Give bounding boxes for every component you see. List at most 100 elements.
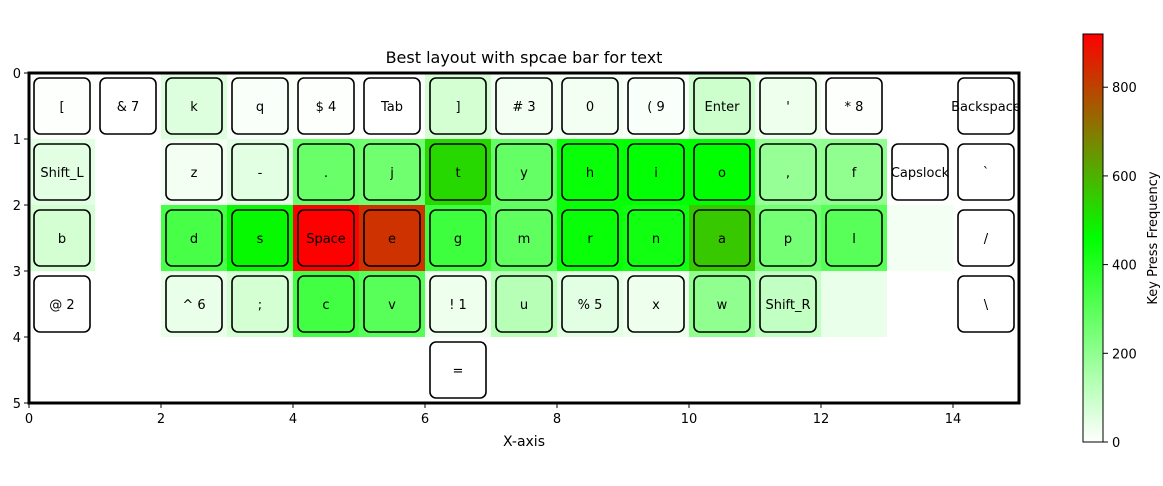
key-22: i bbox=[627, 143, 685, 201]
key-box bbox=[165, 209, 223, 267]
key-42: ^ 6 bbox=[165, 275, 223, 333]
key-36: n bbox=[627, 209, 685, 267]
x-tick-label: 4 bbox=[289, 412, 297, 427]
key-label: a bbox=[718, 232, 726, 247]
colorbar-tick-label: 600 bbox=[1112, 170, 1137, 185]
key-label: n bbox=[652, 232, 660, 247]
key-label: v bbox=[388, 298, 396, 313]
key-label: % 5 bbox=[578, 298, 603, 313]
key-box bbox=[957, 143, 1015, 201]
key-box bbox=[429, 77, 487, 135]
key-label: ( 9 bbox=[647, 100, 664, 115]
key-box bbox=[561, 275, 619, 333]
y-tick-label: 0 bbox=[13, 67, 21, 82]
key-box bbox=[693, 143, 751, 201]
key-box bbox=[759, 77, 817, 135]
key-39: l bbox=[825, 209, 883, 267]
key-box bbox=[825, 77, 883, 135]
key-52: \ bbox=[957, 275, 1015, 333]
key-25: f bbox=[825, 143, 883, 201]
key-box bbox=[693, 77, 751, 135]
key-23: o bbox=[693, 143, 751, 201]
key-box bbox=[429, 209, 487, 267]
key-box bbox=[561, 143, 619, 201]
key-label: r bbox=[587, 232, 593, 247]
key-label: Shift_L bbox=[40, 166, 84, 181]
key-label: k bbox=[190, 100, 198, 115]
key-box bbox=[759, 275, 817, 333]
key-box bbox=[33, 275, 91, 333]
key-box bbox=[231, 275, 289, 333]
key-12: * 8 bbox=[825, 77, 883, 135]
plot-frame bbox=[27, 71, 1021, 405]
key-24: , bbox=[759, 143, 817, 201]
key-box bbox=[363, 77, 421, 135]
key-47: u bbox=[495, 275, 553, 333]
key-2: k bbox=[165, 77, 223, 135]
key-41: @ 2 bbox=[33, 275, 91, 333]
key-box bbox=[33, 209, 91, 267]
key-label: ] bbox=[455, 100, 460, 115]
key-label: Capslock bbox=[891, 166, 950, 181]
key-label: h bbox=[586, 166, 594, 181]
key-label: t bbox=[455, 166, 460, 181]
key-box bbox=[429, 143, 487, 201]
y-tick-label: 3 bbox=[13, 265, 21, 280]
key-box bbox=[231, 209, 289, 267]
key-box bbox=[957, 209, 1015, 267]
key-28: b bbox=[33, 209, 91, 267]
key-label: , bbox=[786, 166, 790, 181]
key-box bbox=[297, 209, 355, 267]
key-box bbox=[957, 77, 1015, 135]
key-13: Backspace bbox=[951, 77, 1021, 135]
heat-cell bbox=[821, 271, 887, 337]
key-51: Shift_R bbox=[759, 275, 817, 333]
key-label: Backspace bbox=[951, 100, 1021, 115]
key-label: b bbox=[58, 232, 66, 247]
x-tick-label: 8 bbox=[553, 412, 561, 427]
key-label: * 8 bbox=[845, 100, 864, 115]
key-label: 0 bbox=[586, 100, 594, 115]
colorbar-ticks: 0 200 400 600 800 bbox=[1103, 81, 1137, 451]
key-30: s bbox=[231, 209, 289, 267]
colorbar-tick-label: 200 bbox=[1112, 347, 1137, 362]
key-label: ` bbox=[983, 166, 990, 181]
key-26: Capslock bbox=[891, 143, 950, 201]
colorbar-tick-label: 400 bbox=[1112, 259, 1137, 274]
key-label: o bbox=[718, 166, 726, 181]
key-label: i bbox=[654, 166, 658, 181]
key-box bbox=[33, 143, 91, 201]
key-33: g bbox=[429, 209, 487, 267]
x-tick-label: 2 bbox=[157, 412, 165, 427]
key-14: Shift_L bbox=[33, 143, 91, 201]
key-label: ^ 6 bbox=[182, 298, 205, 313]
key-box bbox=[495, 143, 553, 201]
key-box bbox=[561, 209, 619, 267]
colorbar-label: Key Press Frequency bbox=[1146, 171, 1161, 305]
key-4: $ 4 bbox=[297, 77, 355, 135]
key-31: Space bbox=[297, 209, 355, 267]
key-label: Tab bbox=[380, 100, 403, 115]
key-box bbox=[429, 341, 487, 399]
key-label: / bbox=[984, 232, 989, 247]
key-3: q bbox=[231, 77, 289, 135]
colorbar-tick-label: 0 bbox=[1112, 436, 1120, 451]
key-label: - bbox=[258, 166, 263, 181]
key-40: / bbox=[957, 209, 1015, 267]
key-label: d bbox=[190, 232, 198, 247]
key-label: z bbox=[191, 166, 198, 181]
key-label: m bbox=[518, 232, 531, 247]
key-27: ` bbox=[957, 143, 1015, 201]
key-box bbox=[231, 77, 289, 135]
key-6: ] bbox=[429, 77, 487, 135]
key-box bbox=[627, 143, 685, 201]
key-label: e bbox=[388, 232, 396, 247]
x-tick-label: 0 bbox=[25, 412, 33, 427]
key-53: = bbox=[429, 341, 487, 399]
key-box bbox=[495, 209, 553, 267]
key-5: Tab bbox=[363, 77, 421, 135]
key-box bbox=[561, 77, 619, 135]
key-label: ' bbox=[786, 100, 790, 115]
key-43: ; bbox=[231, 275, 289, 333]
